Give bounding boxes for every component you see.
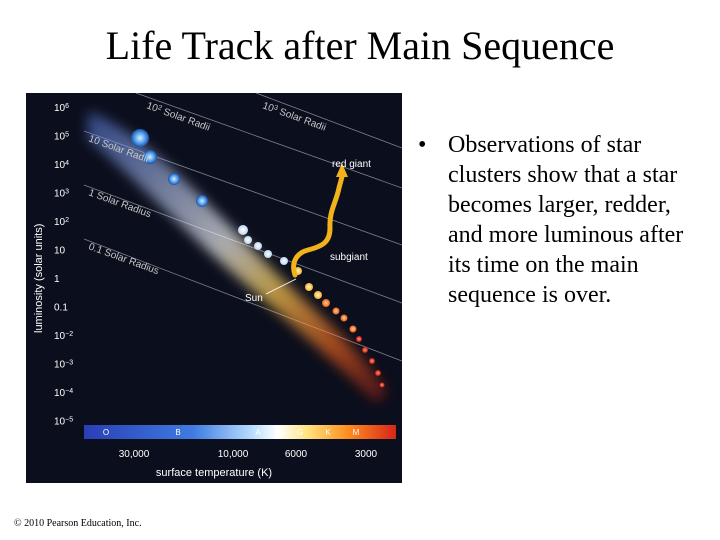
star: [314, 291, 322, 299]
star: [168, 173, 180, 185]
star: [238, 225, 248, 235]
x-tick-label: 30,000: [119, 449, 150, 460]
x-axis-ticks: 30,000 10,000 6000 3000: [119, 449, 378, 460]
y-tick-label: 0.1: [54, 303, 68, 314]
red-giant-label: red giant: [332, 159, 371, 170]
star: [369, 358, 375, 364]
spectral-class-label: B: [175, 428, 180, 437]
x-tick-label: 10,000: [218, 449, 249, 460]
slide-title: Life Track after Main Sequence: [105, 23, 615, 68]
star: [254, 242, 262, 250]
star: [375, 370, 381, 376]
y-axis-title: luminosity (solar units): [33, 224, 45, 333]
y-tick-label: 10−3: [54, 359, 73, 371]
main-sequence-band: [88, 111, 388, 403]
star: [244, 236, 252, 244]
spectral-class-label: F: [282, 428, 287, 437]
evolution-track: [291, 170, 346, 278]
copyright-credit: © 2010 Pearson Education, Inc.: [14, 518, 142, 529]
star: [379, 382, 385, 388]
bullet-text: Observations of star clusters show that …: [448, 132, 684, 308]
spectral-class-label: A: [255, 428, 261, 437]
x-tick-label: 3000: [355, 449, 378, 460]
y-tick-label: 10−5: [54, 416, 73, 428]
spectral-class-label: O: [103, 428, 109, 437]
y-tick-label: 10−4: [54, 388, 73, 400]
y-tick-label: 1: [54, 274, 60, 285]
star: [280, 257, 288, 265]
star: [196, 195, 208, 207]
star: [143, 150, 157, 164]
track-arrowhead: [336, 163, 348, 177]
x-tick-label: 6000: [285, 449, 308, 460]
y-tick-label: 106: [54, 103, 69, 115]
star: [349, 325, 357, 333]
x-axis-title: surface temperature (K): [156, 467, 272, 479]
y-tick-label: 10: [54, 246, 66, 257]
hr-diagram: red giant subgiant Sun 102 Solar Radii 1…: [26, 93, 402, 483]
star: [131, 129, 149, 147]
y-tick-label: 103: [54, 188, 69, 200]
star: [340, 314, 348, 322]
y-tick-label: 105: [54, 131, 69, 143]
diagram-background: [26, 93, 402, 483]
spectral-class-label: K: [325, 428, 331, 437]
sun-pointer: [265, 278, 297, 295]
sun-label: Sun: [245, 293, 263, 304]
y-tick-label: 102: [54, 217, 69, 229]
y-tick-label: 104: [54, 160, 69, 172]
y-tick-label: 10−2: [54, 331, 73, 343]
star: [264, 250, 272, 258]
star: [356, 336, 362, 342]
bullet-marker: •: [418, 132, 427, 158]
spectral-class-bar: [84, 425, 396, 439]
star: [305, 283, 313, 291]
star: [362, 347, 368, 353]
star: [322, 299, 330, 307]
main-sequence-stars: [131, 129, 385, 388]
bullet-point: • Observations of star clusters show tha…: [418, 130, 708, 310]
spectral-class-label: G: [297, 428, 303, 437]
spectral-class-label: M: [353, 428, 360, 437]
star: [332, 307, 340, 315]
subgiant-label: subgiant: [330, 252, 368, 263]
